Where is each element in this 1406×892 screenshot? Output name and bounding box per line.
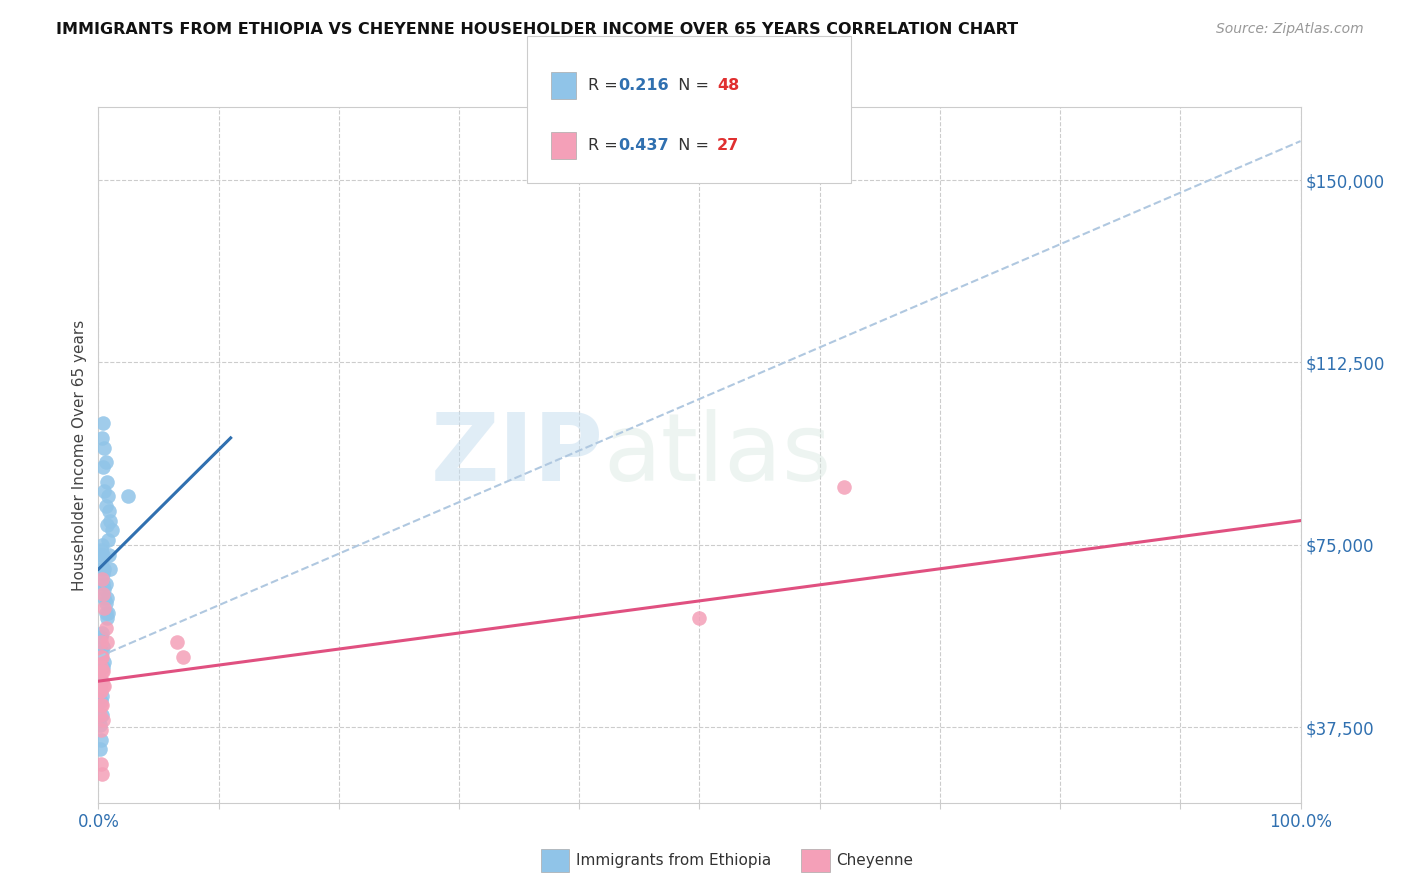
Point [91,431,114,445]
Point [90,684,112,698]
Point [91,679,114,693]
Point [90,542,112,557]
Point [91,698,114,713]
Point [93,679,115,693]
Text: R =: R = [588,78,623,94]
Point [89,742,111,756]
Point [90,723,112,737]
Point [98,504,121,518]
Text: atlas: atlas [603,409,831,501]
Point [94,621,117,635]
Point [89,718,111,732]
Point [91,713,114,727]
Point [96,635,118,649]
Point [90,649,112,664]
Point [100,514,122,528]
Point [96,475,118,489]
Text: ZIP: ZIP [430,409,603,501]
Point [166,635,188,649]
Point [91,625,114,640]
Point [91,417,114,431]
Text: R =: R = [588,137,623,153]
Point [91,649,114,664]
Point [90,732,112,747]
Point [90,659,112,673]
Point [94,455,117,469]
Point [91,562,114,576]
Text: N =: N = [668,78,714,94]
Point [93,591,115,606]
Y-axis label: Householder Income Over 65 years: Householder Income Over 65 years [72,319,87,591]
Point [91,552,114,566]
Text: IMMIGRANTS FROM ETHIOPIA VS CHEYENNE HOUSEHOLDER INCOME OVER 65 YEARS CORRELATIO: IMMIGRANTS FROM ETHIOPIA VS CHEYENNE HOU… [56,22,1018,37]
Point [91,538,114,552]
Point [91,586,114,600]
Point [90,698,112,713]
Point [96,518,118,533]
Point [89,684,111,698]
Text: Source: ZipAtlas.com: Source: ZipAtlas.com [1216,22,1364,37]
Point [94,499,117,513]
Point [91,548,114,562]
Point [91,659,114,673]
Point [89,679,111,693]
Point [91,766,114,780]
Point [90,548,112,562]
Point [93,484,115,499]
Point [91,577,114,591]
Text: N =: N = [668,137,714,153]
Text: 27: 27 [717,137,740,153]
Text: Cheyenne: Cheyenne [837,854,914,868]
Point [93,562,115,576]
Point [93,582,115,596]
Point [91,645,114,659]
Point [91,665,114,679]
Point [90,635,112,649]
Point [90,631,112,645]
Text: Immigrants from Ethiopia: Immigrants from Ethiopia [576,854,772,868]
Point [89,708,111,723]
Point [117,489,139,503]
Point [91,708,114,723]
Text: 0.216: 0.216 [619,78,669,94]
Point [94,596,117,610]
Point [97,533,120,547]
Point [91,572,114,586]
Point [91,567,114,582]
Point [94,577,117,591]
Point [91,689,114,703]
Point [97,606,120,620]
Point [94,606,117,620]
Point [100,562,122,576]
Point [172,649,194,664]
Point [97,489,120,503]
Point [91,665,114,679]
Text: 0.437: 0.437 [619,137,669,153]
Point [93,441,115,455]
Point [98,548,121,562]
Point [90,693,112,707]
Point [832,479,855,493]
Point [96,611,118,625]
Point [96,591,118,606]
Point [90,756,112,771]
Point [91,640,114,654]
Point [90,674,112,689]
Point [100,524,122,538]
Text: 48: 48 [717,78,740,94]
Point [91,460,114,475]
Point [93,601,115,615]
Point [93,655,115,669]
Point [91,674,114,689]
Point [688,611,710,625]
